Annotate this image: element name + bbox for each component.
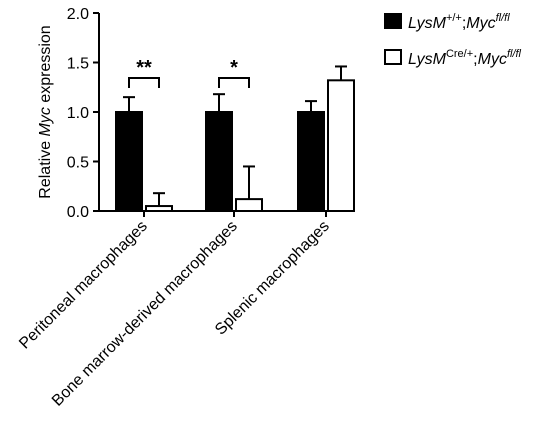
chart-bars [115, 65, 355, 213]
bar [297, 111, 325, 212]
bar [145, 205, 173, 213]
y-axis-label: Relative Myc expression [37, 25, 54, 198]
y-tick-label: 1.5 [67, 56, 89, 73]
legend-swatch [384, 13, 402, 29]
significance-bracket [218, 77, 250, 88]
bar [115, 111, 143, 212]
bar [327, 79, 355, 212]
significance-bracket [128, 77, 160, 88]
bar [235, 198, 263, 212]
legend-entry: LysM+/+;Mycfl/fl [408, 12, 510, 32]
legend-entry: LysMCre/+;Mycfl/fl [408, 48, 522, 68]
category-label: Bone marrow-derived macrophages [49, 218, 241, 410]
significance-annotations: ** * [128, 57, 250, 88]
y-tick-label: 0.5 [67, 155, 89, 172]
legend-swatch [384, 49, 402, 65]
bar [205, 111, 233, 212]
y-tick-label: 1.0 [67, 105, 89, 122]
y-tick-label: 0.0 [67, 204, 89, 221]
chart-legend: LysM+/+;Mycfl/fl LysMCre/+;Mycfl/fl [384, 12, 522, 68]
significance-label: ** [136, 57, 152, 79]
significance-label: * [230, 57, 238, 79]
y-tick-label: 2.0 [67, 6, 89, 23]
